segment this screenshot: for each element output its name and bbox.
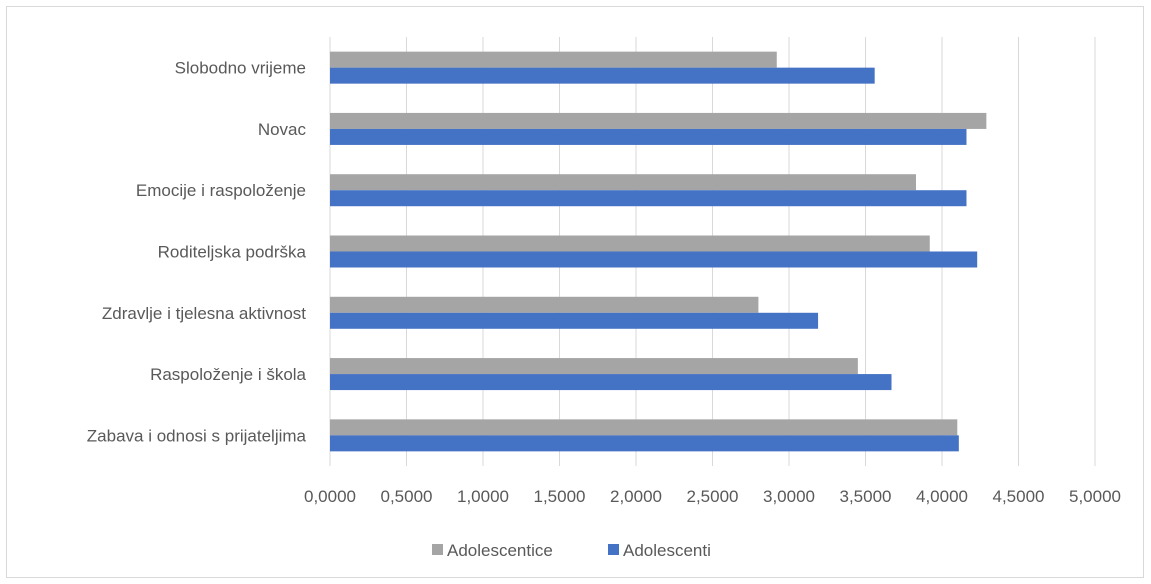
category-label: Slobodno vrijeme	[175, 59, 306, 78]
x-tick-label: 1,5000	[534, 487, 586, 506]
category-label: Zdravlje i tjelesna aktivnost	[102, 304, 306, 323]
x-tick-label: 3,0000	[763, 487, 815, 506]
category-label: Novac	[258, 120, 307, 139]
legend: Adolescentice Adolescenti	[432, 541, 711, 560]
x-tick-label: 5,0000	[1069, 487, 1121, 506]
x-tick-label: 0,0000	[304, 487, 356, 506]
bar-adolescenti	[330, 67, 875, 84]
bar-adolescenti	[330, 312, 819, 329]
bar-adolescentice	[330, 358, 858, 375]
x-axis-tick-labels: 0,0000 0,5000 1,0000 1,5000 2,0000 2,5000 3,00…	[304, 487, 1121, 506]
bar-adolescentice	[330, 296, 759, 313]
bar-adolescenti	[330, 435, 959, 452]
bar-adolescentice	[330, 174, 916, 191]
x-tick-label: 0,5000	[381, 487, 433, 506]
x-tick-label: 4,5000	[993, 487, 1045, 506]
category-label: Zabava i odnosi s prijateljima	[87, 426, 307, 445]
category-label: Raspoloženje i škola	[150, 365, 306, 384]
legend-label: Adolescentice	[447, 541, 553, 560]
x-tick-label: 3,5000	[840, 487, 892, 506]
legend-swatch	[608, 544, 619, 555]
bar-adolescentice	[330, 51, 777, 68]
bar-adolescenti	[330, 190, 967, 207]
category-label: Roditeljska podrška	[158, 243, 307, 262]
bar-adolescentice	[330, 235, 930, 252]
category-label: Emocije i raspoloženje	[136, 181, 306, 200]
bar-adolescentice	[330, 112, 987, 129]
x-tick-label: 4,0000	[916, 487, 968, 506]
x-tick-label: 1,0000	[457, 487, 509, 506]
x-tick-label: 2,0000	[610, 487, 662, 506]
legend-label: Adolescenti	[623, 541, 711, 560]
chart-container	[6, 6, 1144, 578]
x-tick-label: 2,5000	[687, 487, 739, 506]
bar-adolescentice	[330, 419, 958, 436]
bars	[330, 51, 987, 452]
bar-adolescenti	[330, 251, 978, 268]
legend-swatch	[432, 544, 443, 555]
bar-adolescenti	[330, 128, 967, 145]
y-axis-category-labels: Slobodno vrijeme Novac Emocije i raspolože…	[87, 59, 307, 446]
bar-adolescenti	[330, 374, 892, 391]
